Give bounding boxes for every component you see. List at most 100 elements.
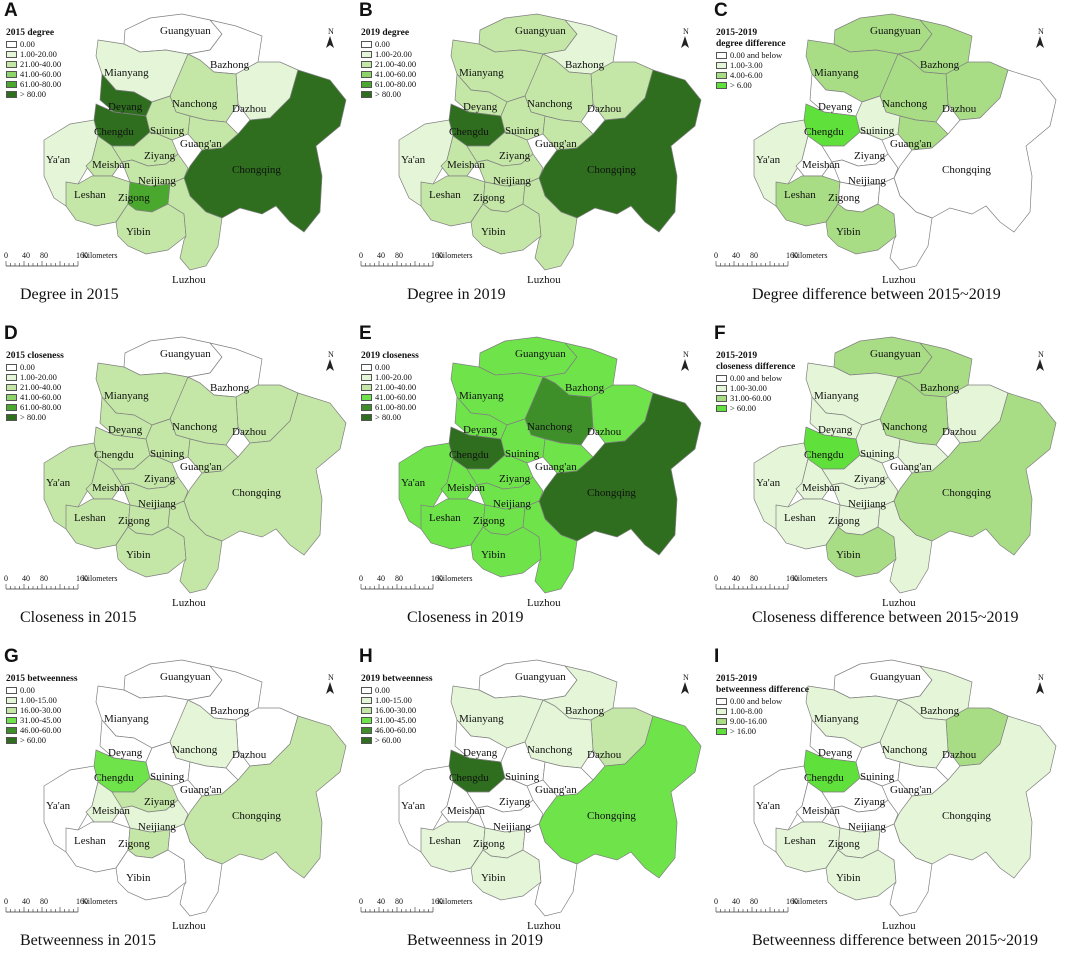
- city-label-suining: Suining: [860, 771, 895, 783]
- legend-row: > 60.00: [716, 403, 795, 413]
- legend-title: 2015 degree: [6, 28, 55, 38]
- city-label-mianyang: Mianyang: [814, 67, 859, 79]
- city-label-zigong: Zigong: [118, 515, 150, 527]
- region-suining: [500, 741, 546, 787]
- legend-class-label: > 60.00: [20, 735, 47, 745]
- region-yaan: [43, 442, 99, 530]
- legend-row: 1.00-15.00: [6, 695, 78, 705]
- legend-row: 41.00-60.00: [361, 392, 419, 402]
- legend-class-label: 1.00-20.00: [20, 372, 57, 382]
- legend-class-label: 1.00-20.00: [375, 372, 412, 382]
- scale-tick-label: 0: [714, 897, 718, 906]
- legend-row: > 16.00: [716, 726, 809, 736]
- scale-tick-label: 0: [4, 897, 8, 906]
- city-label-leshan: Leshan: [429, 189, 461, 201]
- city-label-suining: Suining: [505, 448, 540, 460]
- legend-swatch: [716, 61, 727, 69]
- city-label-guangyuan: Guangyuan: [870, 671, 921, 683]
- legend-swatch: [716, 697, 727, 705]
- scale-unit-label: Kilometers: [792, 574, 828, 583]
- legend-class-label: 31.00-60.00: [730, 393, 772, 403]
- city-label-guangan: Guang'an: [890, 784, 932, 796]
- legend-class-label: 61.00-80.00: [20, 79, 62, 89]
- legend-row: 0.00: [361, 685, 433, 695]
- city-label-dazhou: Dazhou: [232, 749, 267, 761]
- city-label-chengdu: Chengdu: [804, 126, 844, 138]
- legend-class-label: 1.00-15.00: [20, 695, 57, 705]
- north-arrow-icon: N: [681, 673, 689, 694]
- city-label-guangyuan: Guangyuan: [515, 348, 566, 360]
- legend-swatch: [716, 707, 727, 715]
- city-label-chongqing: Chongqing: [232, 487, 281, 499]
- legend-title: 2015 betweenness: [6, 674, 78, 684]
- city-label-luzhou: Luzhou: [527, 597, 561, 609]
- city-label-meishan: Meishan: [92, 805, 130, 817]
- city-label-ziyang: Ziyang: [144, 473, 176, 485]
- city-label-chengdu: Chengdu: [94, 126, 134, 138]
- scale-tick-label: 40: [732, 897, 740, 906]
- city-label-zigong: Zigong: [828, 515, 860, 527]
- city-label-guangan: Guang'an: [535, 784, 577, 796]
- panel-caption: Degree in 2019: [407, 286, 506, 303]
- scale-tick-label: 160: [786, 251, 798, 260]
- city-label-chengdu: Chengdu: [449, 126, 489, 138]
- region-chongqing: [183, 69, 347, 233]
- city-label-guangan: Guang'an: [535, 138, 577, 150]
- map-legend: 2019 degree 0.00 1.00-20.00 21.00-40.00 41.0…: [361, 28, 416, 99]
- map-panel-i: Guangyuan Bazhong Mianyang Dazhou Deyang Chen…: [710, 646, 1065, 969]
- city-label-chengdu: Chengdu: [94, 449, 134, 461]
- legend-row: 16.00-30.00: [361, 705, 433, 715]
- legend-title: 2015-2019: [716, 674, 758, 684]
- city-label-meishan: Meishan: [802, 482, 840, 494]
- legend-row: 1.00-20.00: [6, 49, 61, 59]
- city-label-ziyang: Ziyang: [499, 473, 531, 485]
- city-label-zigong: Zigong: [118, 838, 150, 850]
- legend-row: 21.00-40.00: [361, 382, 419, 392]
- legend-row: > 60.00: [6, 735, 78, 745]
- city-label-bazhong: Bazhong: [920, 705, 960, 717]
- city-label-nanchong: Nanchong: [172, 98, 218, 110]
- map-svg: Guangyuan Bazhong Mianyang Dazhou Deyang Chen…: [714, 659, 1057, 932]
- city-label-yaan: Ya'an: [401, 800, 426, 812]
- city-label-deyang: Deyang: [108, 424, 143, 436]
- legend-class-label: > 80.00: [20, 412, 47, 422]
- map-svg: Guangyuan Bazhong Mianyang Dazhou Deyang Chen…: [4, 336, 347, 609]
- city-label-mianyang: Mianyang: [814, 390, 859, 402]
- legend-row: 1.00-3.00: [716, 60, 786, 70]
- scale-tick-label: 80: [750, 897, 758, 906]
- city-label-leshan: Leshan: [784, 512, 816, 524]
- legend-title: degree difference: [716, 39, 786, 49]
- region-yaan: [753, 442, 809, 530]
- scale-tick-label: 160: [76, 574, 88, 583]
- legend-swatch: [6, 413, 17, 421]
- city-label-guangyuan: Guangyuan: [515, 25, 566, 37]
- legend-swatch: [6, 50, 17, 58]
- map-legend: 2015 betweenness 0.00 1.00-15.00 16.00-30.0…: [6, 674, 78, 745]
- legend-row: 31.00-60.00: [716, 393, 795, 403]
- legend-swatch: [6, 696, 17, 704]
- city-label-mianyang: Mianyang: [459, 67, 504, 79]
- panel-caption: Betweenness in 2015: [20, 932, 156, 949]
- legend-row: 21.00-40.00: [361, 59, 416, 69]
- legend-row: 41.00-60.00: [6, 69, 61, 79]
- scale-tick-label: 80: [395, 251, 403, 260]
- legend-row: 0.00: [6, 685, 78, 695]
- legend-swatch: [361, 383, 372, 391]
- city-label-suining: Suining: [150, 448, 185, 460]
- city-label-zigong: Zigong: [473, 192, 505, 204]
- north-arrow-icon: N: [681, 350, 689, 371]
- legend-title: 2015 closeness: [6, 351, 64, 361]
- legend-row: 9.00-16.00: [716, 716, 809, 726]
- scale-tick-label: 80: [395, 897, 403, 906]
- legend-row: 0.00 and below: [716, 696, 809, 706]
- city-label-nanchong: Nanchong: [172, 421, 218, 433]
- city-label-leshan: Leshan: [784, 189, 816, 201]
- legend-swatch: [361, 80, 372, 88]
- legend-class-label: 21.00-40.00: [20, 59, 62, 69]
- legend-row: 0.00 and below: [716, 373, 795, 383]
- scale-unit-label: Kilometers: [792, 897, 828, 906]
- city-label-suining: Suining: [860, 125, 895, 137]
- legend-row: > 80.00: [361, 412, 419, 422]
- legend-class-label: 1.00-30.00: [730, 383, 767, 393]
